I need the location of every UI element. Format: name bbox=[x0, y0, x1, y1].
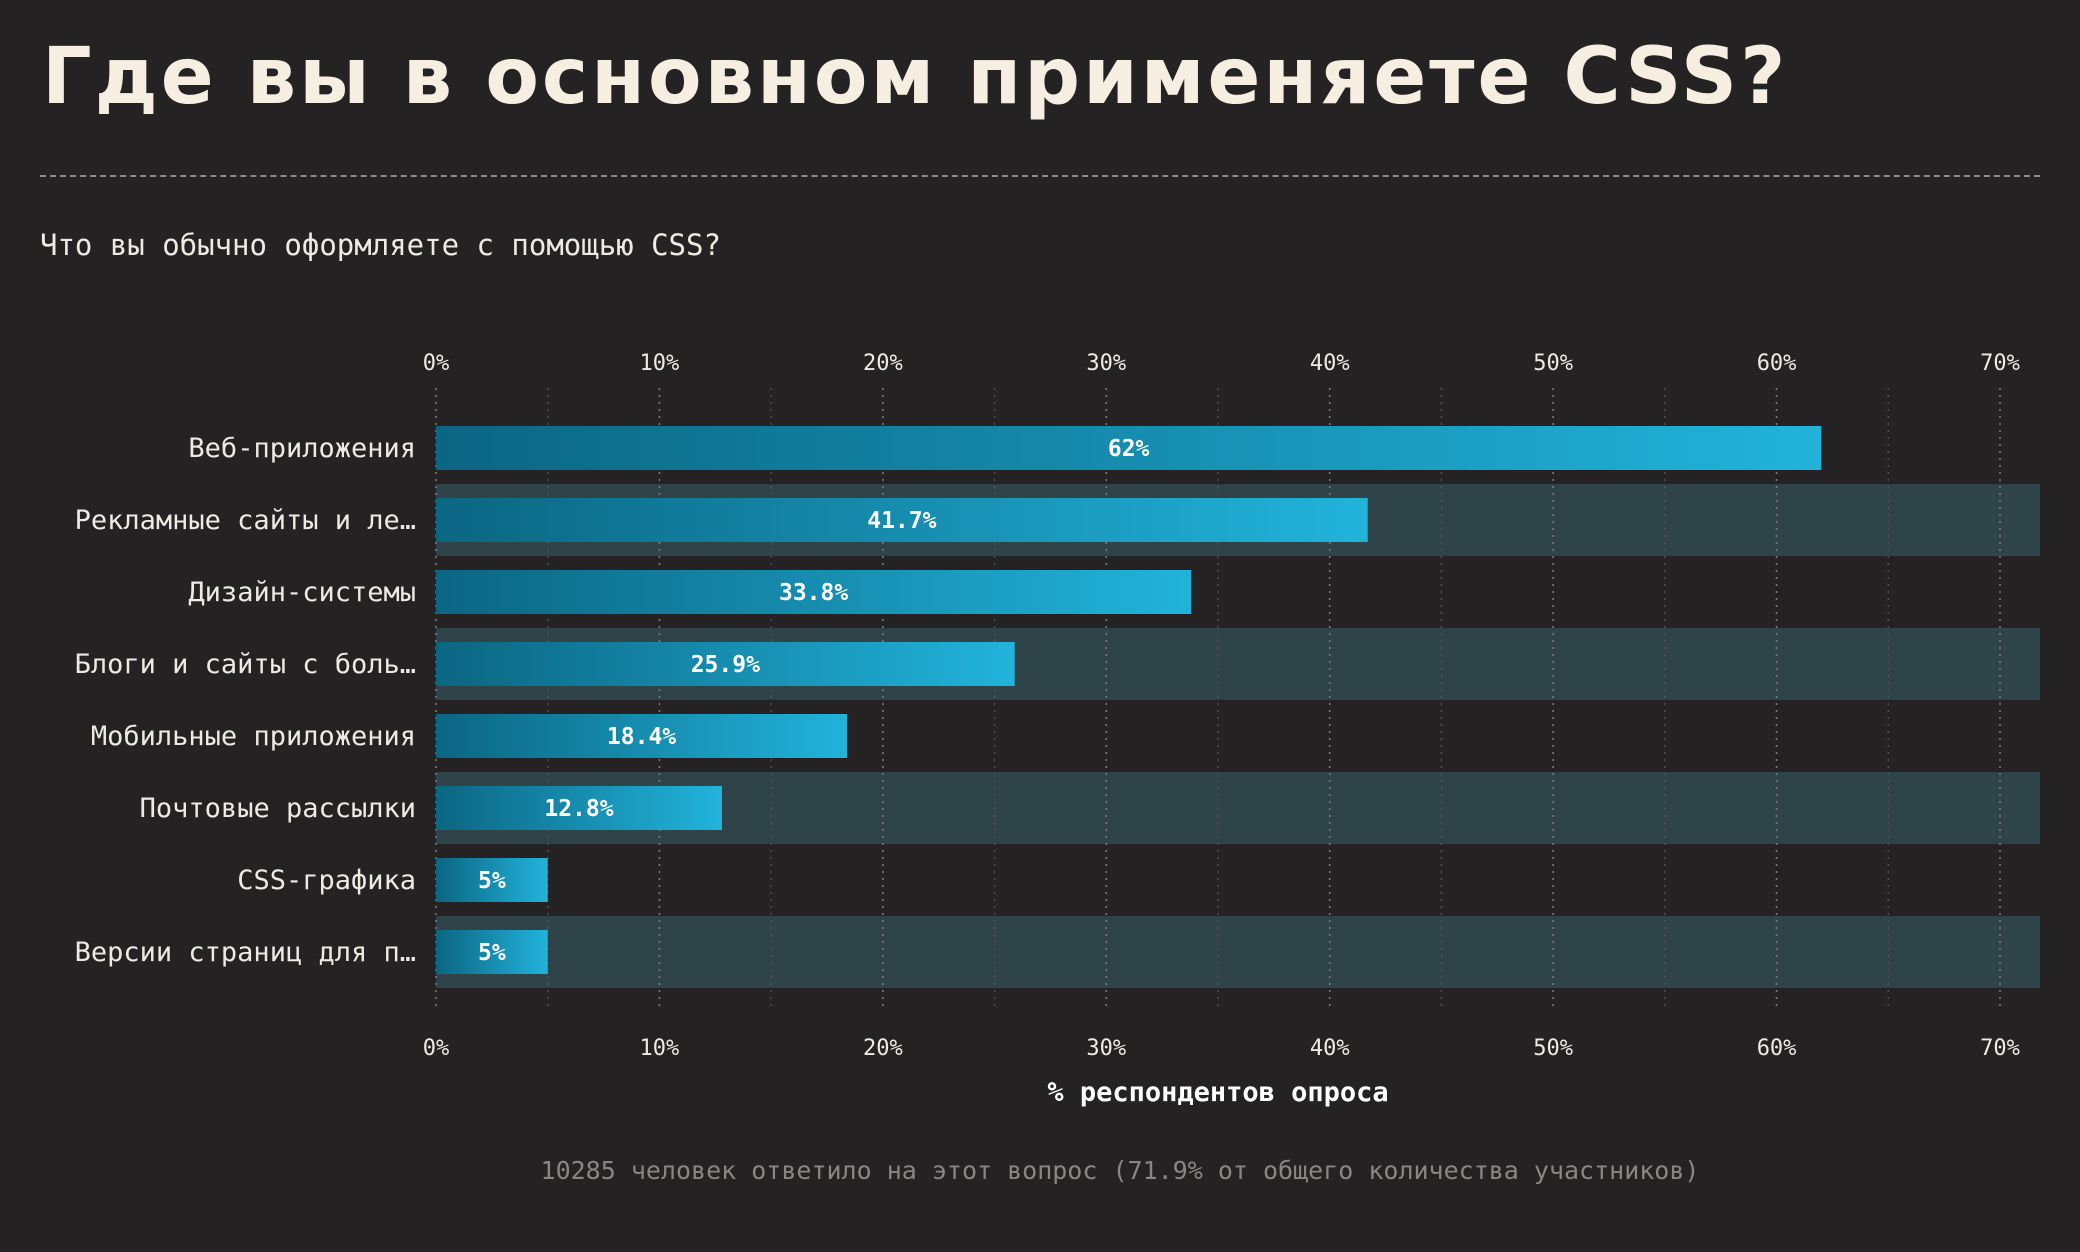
bar-value-label: 62% bbox=[1108, 436, 1150, 462]
category-labels: Веб-приложения Рекламные сайты и ле… Дизай… bbox=[75, 433, 416, 968]
bar bbox=[436, 786, 722, 830]
respondents-footnote: 10285 человек ответило на этот вопрос (7… bbox=[540, 1156, 1700, 1185]
x-tick-label-top: 10% bbox=[640, 351, 680, 376]
row-band bbox=[436, 916, 2040, 988]
x-axis-bottom-ticks: 0% 10% 20% 30% 40% 50% 60% 70% bbox=[423, 1036, 2020, 1061]
category-label: Версии страниц для п… bbox=[75, 937, 416, 968]
bar bbox=[436, 858, 548, 902]
x-axis-top-ticks: 0% 10% 20% 30% 40% 50% 60% 70% bbox=[423, 351, 2020, 376]
x-tick-label-bottom: 40% bbox=[1310, 1036, 1350, 1061]
category-label: Дизайн-системы bbox=[188, 577, 416, 608]
title-divider bbox=[40, 175, 2040, 177]
category-label: Мобильные приложения bbox=[91, 721, 416, 752]
x-tick-label-top: 30% bbox=[1086, 351, 1126, 376]
x-axis-title: % респондентов опроса bbox=[1047, 1077, 1388, 1108]
bar-value-label: 33.8% bbox=[779, 580, 848, 606]
category-label: Почтовые рассылки bbox=[140, 793, 416, 824]
bar bbox=[436, 498, 1368, 542]
category-label: CSS-графика bbox=[237, 865, 416, 896]
bars bbox=[436, 426, 1822, 974]
bar-value-label: 25.9% bbox=[691, 652, 760, 678]
bar bbox=[436, 714, 848, 758]
bar bbox=[436, 642, 1015, 686]
gridlines bbox=[435, 388, 2001, 1010]
x-tick-label-bottom: 20% bbox=[863, 1036, 903, 1061]
x-tick-label-top: 20% bbox=[863, 351, 903, 376]
bar bbox=[436, 930, 548, 974]
category-label: Блоги и сайты с боль… bbox=[75, 649, 416, 680]
category-label: Веб-приложения bbox=[188, 433, 416, 464]
bar-value-label: 18.4% bbox=[607, 724, 676, 750]
x-tick-label-bottom: 30% bbox=[1086, 1036, 1126, 1061]
x-tick-label-top: 50% bbox=[1533, 351, 1573, 376]
category-label: Рекламные сайты и ле… bbox=[75, 505, 416, 536]
bar-value-label: 5% bbox=[478, 868, 506, 894]
bar bbox=[436, 570, 1192, 614]
x-tick-label-top: 40% bbox=[1310, 351, 1350, 376]
x-tick-label-top: 0% bbox=[423, 351, 450, 376]
bar-value-label: 41.7% bbox=[867, 508, 936, 534]
bar-value-label: 5% bbox=[478, 940, 506, 966]
x-tick-label-bottom: 0% bbox=[423, 1036, 450, 1061]
x-tick-label-bottom: 70% bbox=[1980, 1036, 2020, 1061]
bar bbox=[436, 426, 1822, 470]
x-tick-label-bottom: 50% bbox=[1533, 1036, 1573, 1061]
bar-value-label: 12.8% bbox=[544, 796, 613, 822]
x-tick-label-bottom: 60% bbox=[1757, 1036, 1797, 1061]
bar-value-labels: 62% 41.7% 33.8% 25.9% 18.4% 12.8% 5% 5% bbox=[478, 436, 1150, 966]
x-tick-label-bottom: 10% bbox=[640, 1036, 680, 1061]
x-tick-label-top: 70% bbox=[1980, 351, 2020, 376]
page-title: Где вы в основном применяете CSS? bbox=[42, 32, 1789, 122]
chart-question: Что вы обычно оформляете с помощью CSS? bbox=[40, 228, 721, 262]
x-tick-label-top: 60% bbox=[1757, 351, 1797, 376]
